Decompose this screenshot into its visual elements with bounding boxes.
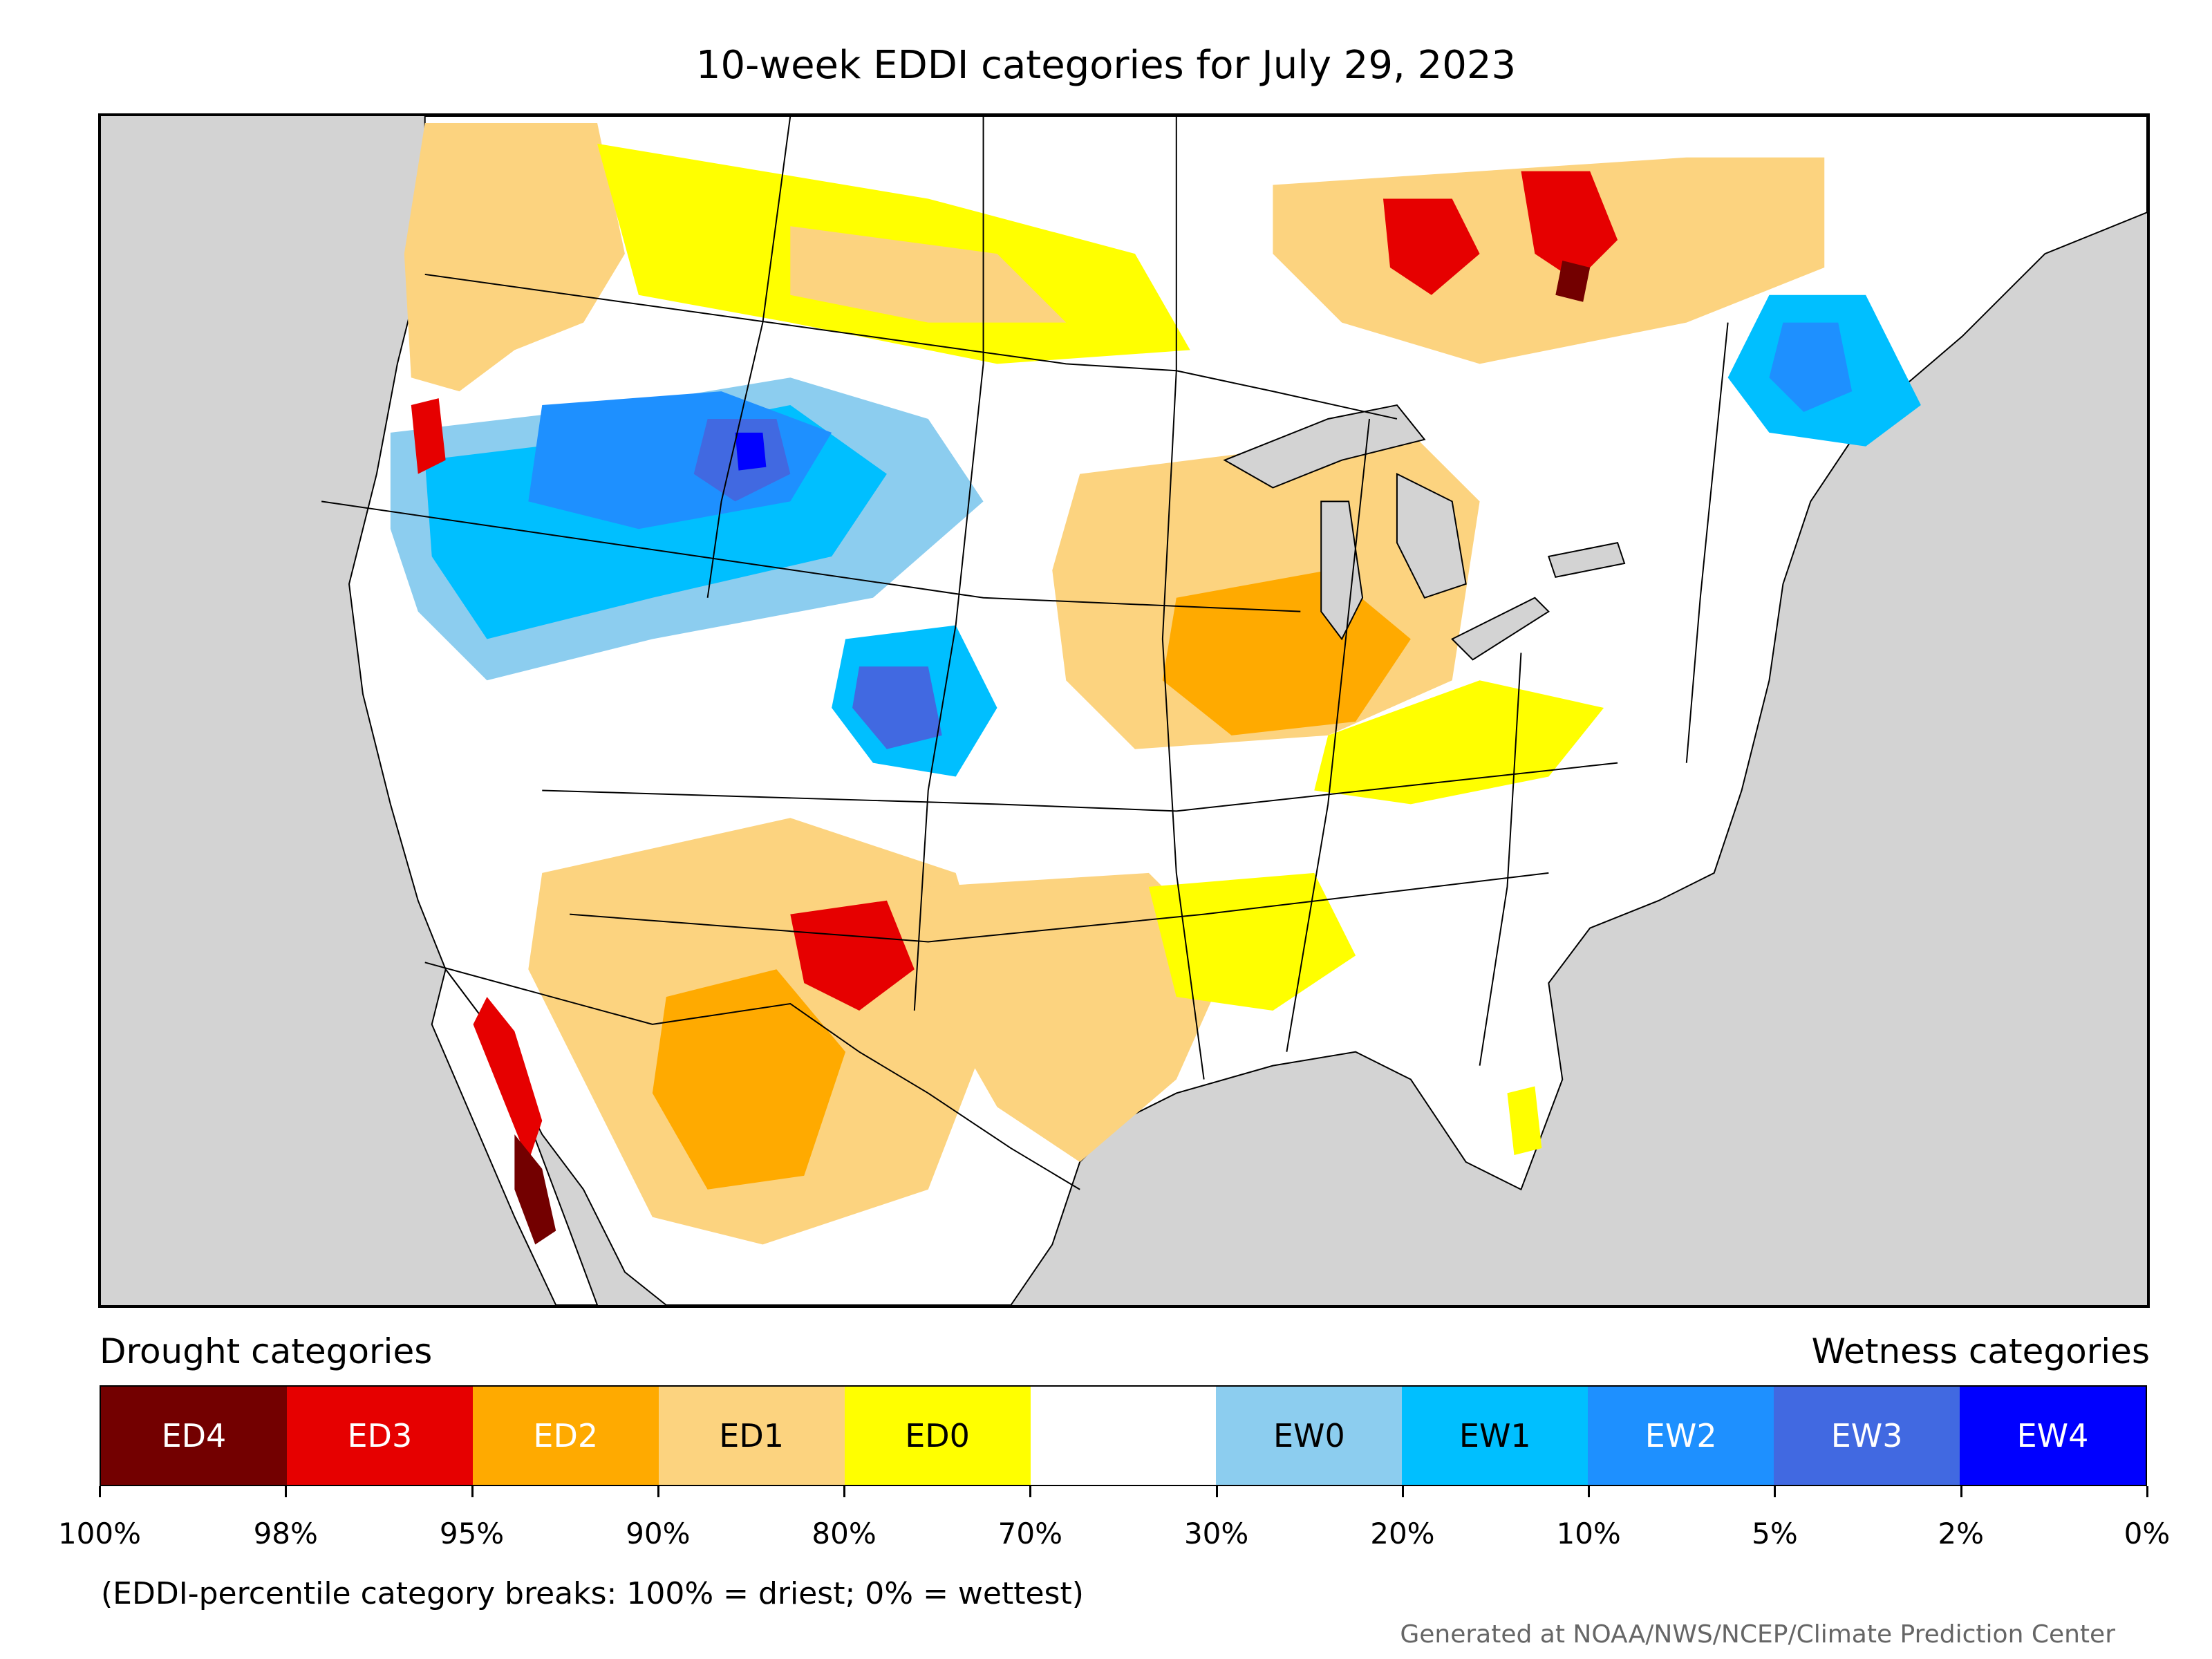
lake-superior [1223, 404, 1426, 489]
percentile-note: (EDDI-percentile category breaks: 100% =… [101, 1576, 1084, 1611]
border-line [321, 500, 1301, 612]
great-lakes [1223, 404, 1626, 661]
colorbar-cell-ed0: ED0 [844, 1387, 1031, 1485]
colorbar-tick-label: 95% [439, 1517, 505, 1550]
category-colorbar: ED4 ED3 ED2 ED1 ED0 EW0 EW1 EW2 EW3 EW4 [100, 1385, 2147, 1486]
colorbar-tick [1774, 1486, 1777, 1497]
colorbar-tick-label: 0% [2124, 1517, 2171, 1550]
lake-michigan [1320, 500, 1364, 641]
colorbar-cell-ed2: ED2 [472, 1387, 659, 1485]
colorbar-tick [657, 1486, 659, 1497]
region-ed0-florida [1507, 1086, 1542, 1156]
colorbar-tick-label: 30% [1183, 1517, 1249, 1550]
colorbar-tick [2146, 1486, 2148, 1497]
colorbar-tick-label: 10% [1556, 1517, 1621, 1550]
colorbar-cell-ew2: EW2 [1588, 1387, 1774, 1485]
colorbar-tick-label: 100% [57, 1517, 142, 1550]
lake-huron [1396, 472, 1467, 599]
colorbar-tick-label: 70% [997, 1517, 1063, 1550]
region-ed1-texas [928, 872, 1232, 1162]
region-ed3-new-mexico-texas [790, 900, 915, 1011]
colorbar-ticks: 100% 98% 95% 90% 80% 70% 30% 20% 10% 5% 2% 0% [58, 1486, 2170, 1550]
border-line [1161, 116, 1205, 1080]
colorbar-tick-label: 98% [253, 1517, 318, 1550]
border-line [913, 116, 984, 1011]
region-ed4-quebec [1555, 261, 1591, 302]
colorbar-cell-ew3: EW3 [1774, 1387, 1960, 1485]
border-line [542, 762, 1618, 812]
region-ed0-gulf-coast [1148, 872, 1356, 1011]
colorbar-tick [843, 1486, 846, 1497]
region-ed3-quebec [1521, 171, 1618, 281]
region-ed3-oregon-coast [411, 398, 446, 474]
colorbar-tick [471, 1486, 474, 1497]
map-title: 10-week EDDI categories for July 29, 202… [695, 43, 1517, 88]
colorbar-cell-ed3: ED3 [286, 1387, 473, 1485]
colorbar-tick-label: 80% [812, 1517, 877, 1550]
colorbar-tick [1215, 1486, 1218, 1497]
colorbar-cell-ew4: EW4 [1960, 1387, 2146, 1485]
colorbar-cell-ed4: ED4 [101, 1387, 287, 1485]
colorbar-tick [1401, 1486, 1404, 1497]
colorbar-cell-none [1030, 1387, 1217, 1485]
region-ed3-ontario [1382, 198, 1480, 295]
eddi-regions [390, 122, 1921, 1245]
colorbar-tick [99, 1486, 101, 1497]
map-canvas [321, 116, 2147, 1305]
region-ed1-northern-plains [790, 226, 1067, 323]
border-line [706, 116, 791, 598]
colorbar-tick [1588, 1486, 1591, 1497]
region-ed1-pacific-nw [404, 122, 625, 392]
border-line [1286, 418, 1371, 1052]
wetness-categories-heading: Wetness categories [1811, 1331, 2150, 1371]
drought-categories-heading: Drought categories [100, 1331, 433, 1371]
political-boundaries [321, 116, 1729, 1190]
colorbar-tick-label: 90% [626, 1517, 691, 1550]
colorbar-tick-label: 5% [1752, 1517, 1798, 1550]
border-line [1479, 653, 1522, 1066]
us-mexico-border [424, 962, 1080, 1190]
region-ed3-baja [473, 997, 543, 1162]
region-ew3-colorado [852, 666, 942, 749]
colorbar-tick [1960, 1486, 1962, 1497]
colorbar-cell-ew1: EW1 [1402, 1387, 1588, 1485]
colorbar-cell-ew0: EW0 [1216, 1387, 1403, 1485]
region-ed0-ohio-valley [1314, 680, 1604, 805]
region-ew2-northeast [1769, 322, 1853, 413]
colorbar-cell-ed1: ED1 [658, 1387, 845, 1485]
lake-ontario [1548, 541, 1626, 579]
region-ew4-wyoming [735, 432, 767, 471]
region-ed2-arizona [652, 969, 846, 1190]
colorbar-tick-label: 20% [1370, 1517, 1435, 1550]
colorbar-tick [285, 1486, 288, 1497]
colorbar-tick-label: 2% [1938, 1517, 1985, 1550]
eddi-map [98, 113, 2150, 1308]
lake-erie [1451, 597, 1550, 661]
colorbar-tick [1029, 1486, 1032, 1497]
border-line [570, 872, 1549, 943]
border-line [1685, 322, 1729, 763]
credit-line: Generated at NOAA/NWS/NCEP/Climate Predi… [1400, 1620, 2115, 1649]
